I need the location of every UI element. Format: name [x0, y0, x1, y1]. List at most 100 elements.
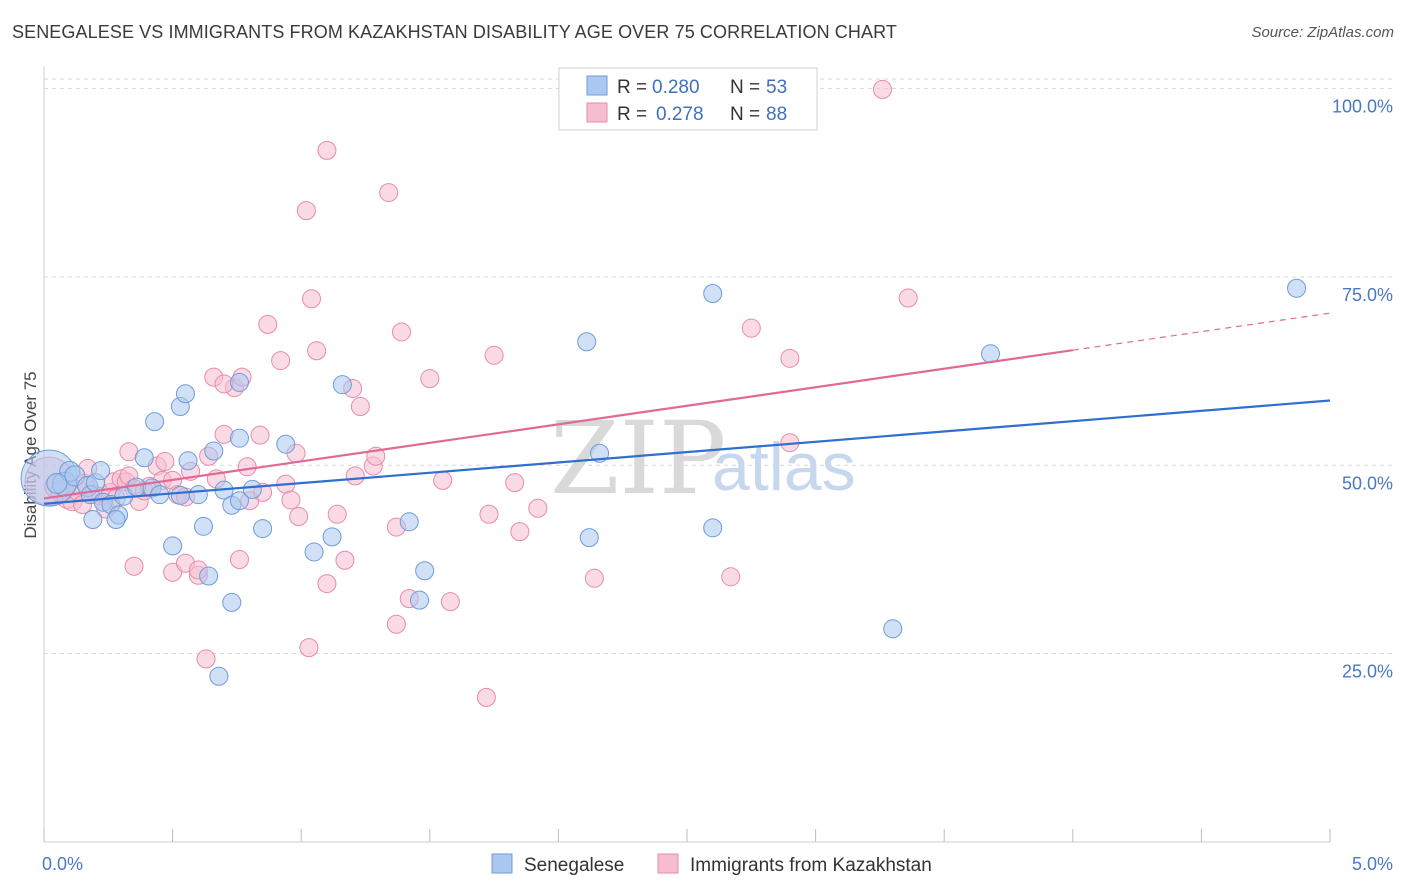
y-tick-label: 100.0%: [1332, 97, 1393, 117]
legend-r-value: 0.278: [656, 104, 704, 125]
point-kazakhstan: [301, 289, 321, 309]
point-kazakhstan: [163, 562, 183, 582]
trend-line-extension: [1072, 312, 1331, 351]
trend-lines: [43, 312, 1331, 505]
point-senegalese: [222, 592, 242, 612]
point-senegalese: [175, 384, 195, 404]
source-attribution: Source: ZipAtlas.com: [1251, 24, 1394, 41]
point-kazakhstan: [510, 522, 530, 542]
point-kazakhstan: [250, 425, 270, 445]
point-senegalese: [399, 512, 419, 532]
point-kazakhstan: [479, 504, 499, 524]
point-senegalese: [199, 566, 219, 586]
point-senegalese: [46, 472, 68, 494]
point-kazakhstan: [155, 452, 175, 472]
point-senegalese: [106, 510, 126, 530]
point-kazakhstan: [780, 348, 800, 368]
point-senegalese: [304, 542, 324, 562]
point-senegalese: [209, 666, 229, 686]
point-senegalese: [577, 332, 597, 352]
point-kazakhstan: [392, 322, 412, 342]
point-kazakhstan: [317, 574, 337, 594]
y-tick-label: 75.0%: [1342, 285, 1393, 305]
point-kazakhstan: [271, 351, 291, 371]
point-senegalese: [83, 510, 103, 530]
legend-n-value: 53: [766, 77, 787, 98]
point-kazakhstan: [281, 490, 301, 510]
point-kazakhstan: [741, 318, 761, 338]
point-senegalese: [170, 485, 190, 505]
point-kazakhstan: [258, 314, 278, 334]
point-kazakhstan: [420, 369, 440, 389]
point-kazakhstan: [721, 567, 741, 587]
point-kazakhstan: [327, 504, 347, 524]
point-kazakhstan: [505, 473, 525, 493]
point-kazakhstan: [898, 288, 918, 308]
bottom-legend: Senegalese Immigrants from Kazakhstan: [491, 853, 932, 876]
point-senegalese: [204, 441, 224, 461]
point-kazakhstan: [124, 556, 144, 576]
point-senegalese: [332, 375, 352, 395]
x-tick-label: 0.0%: [42, 854, 83, 874]
point-senegalese: [229, 428, 249, 448]
point-kazakhstan: [237, 457, 257, 477]
legend-r-label: R =: [617, 77, 647, 98]
point-senegalese: [276, 434, 296, 454]
point-kazakhstan: [317, 140, 337, 160]
legend-n-label: N =: [730, 77, 760, 98]
trend-line-kazakhstan: [43, 349, 1073, 500]
point-senegalese: [145, 412, 165, 432]
bottom-legend-swatch-kazakhstan: [657, 853, 679, 874]
point-kazakhstan: [584, 568, 604, 588]
point-kazakhstan: [476, 687, 496, 707]
point-kazakhstan: [872, 79, 892, 99]
bottom-legend-kazakhstan: Immigrants from Kazakhstan: [690, 855, 932, 876]
point-senegalese: [322, 527, 342, 547]
point-kazakhstan: [350, 397, 370, 417]
point-kazakhstan: [299, 638, 319, 658]
legend-swatch-kazakhstan: [586, 102, 608, 123]
point-senegalese: [229, 491, 249, 511]
point-kazakhstan: [229, 549, 249, 569]
y-tick-label: 25.0%: [1342, 662, 1393, 682]
point-senegalese: [178, 451, 198, 471]
point-senegalese: [163, 536, 183, 556]
x-ticks: [43, 829, 1331, 842]
point-kazakhstan: [528, 498, 548, 518]
point-senegalese: [188, 485, 208, 505]
x-tick-labels: 0.0% 5.0%: [42, 854, 1393, 874]
point-senegalese: [193, 516, 213, 536]
point-kazakhstan: [196, 649, 216, 669]
watermark-zip: ZIP: [550, 400, 726, 517]
point-kazakhstan: [307, 341, 327, 361]
point-senegalese: [134, 448, 154, 468]
point-senegalese: [883, 619, 903, 639]
point-senegalese: [579, 528, 599, 548]
point-senegalese: [253, 519, 273, 539]
point-kazakhstan: [484, 345, 504, 365]
point-senegalese: [703, 284, 723, 304]
legend-r-label: R =: [617, 104, 647, 125]
point-senegalese: [242, 479, 262, 499]
gridlines: [44, 78, 1394, 655]
point-kazakhstan: [335, 550, 355, 570]
point-kazakhstan: [433, 470, 453, 490]
point-kazakhstan: [440, 592, 460, 612]
y-tick-label: 50.0%: [1342, 473, 1393, 493]
legend-swatch-senegalese: [586, 75, 608, 96]
point-senegalese: [1287, 278, 1307, 298]
point-senegalese: [410, 590, 430, 610]
top-legend: R = 0.280 N = 53 R = 0.278 N = 88: [558, 67, 818, 131]
legend-n-value: 88: [766, 104, 787, 125]
point-kazakhstan: [345, 466, 365, 486]
trend-line-senegalese: [43, 399, 1331, 505]
bottom-legend-swatch-senegalese: [491, 853, 513, 874]
bottom-legend-senegalese: Senegalese: [524, 855, 624, 876]
point-senegalese: [703, 518, 723, 538]
legend-n-label: N =: [730, 104, 760, 125]
point-kazakhstan: [386, 614, 406, 634]
point-senegalese: [229, 372, 249, 392]
chart-title: SENEGALESE VS IMMIGRANTS FROM KAZAKHSTAN…: [12, 22, 897, 42]
y-tick-labels: 25.0% 50.0% 75.0% 100.0%: [1332, 97, 1393, 682]
